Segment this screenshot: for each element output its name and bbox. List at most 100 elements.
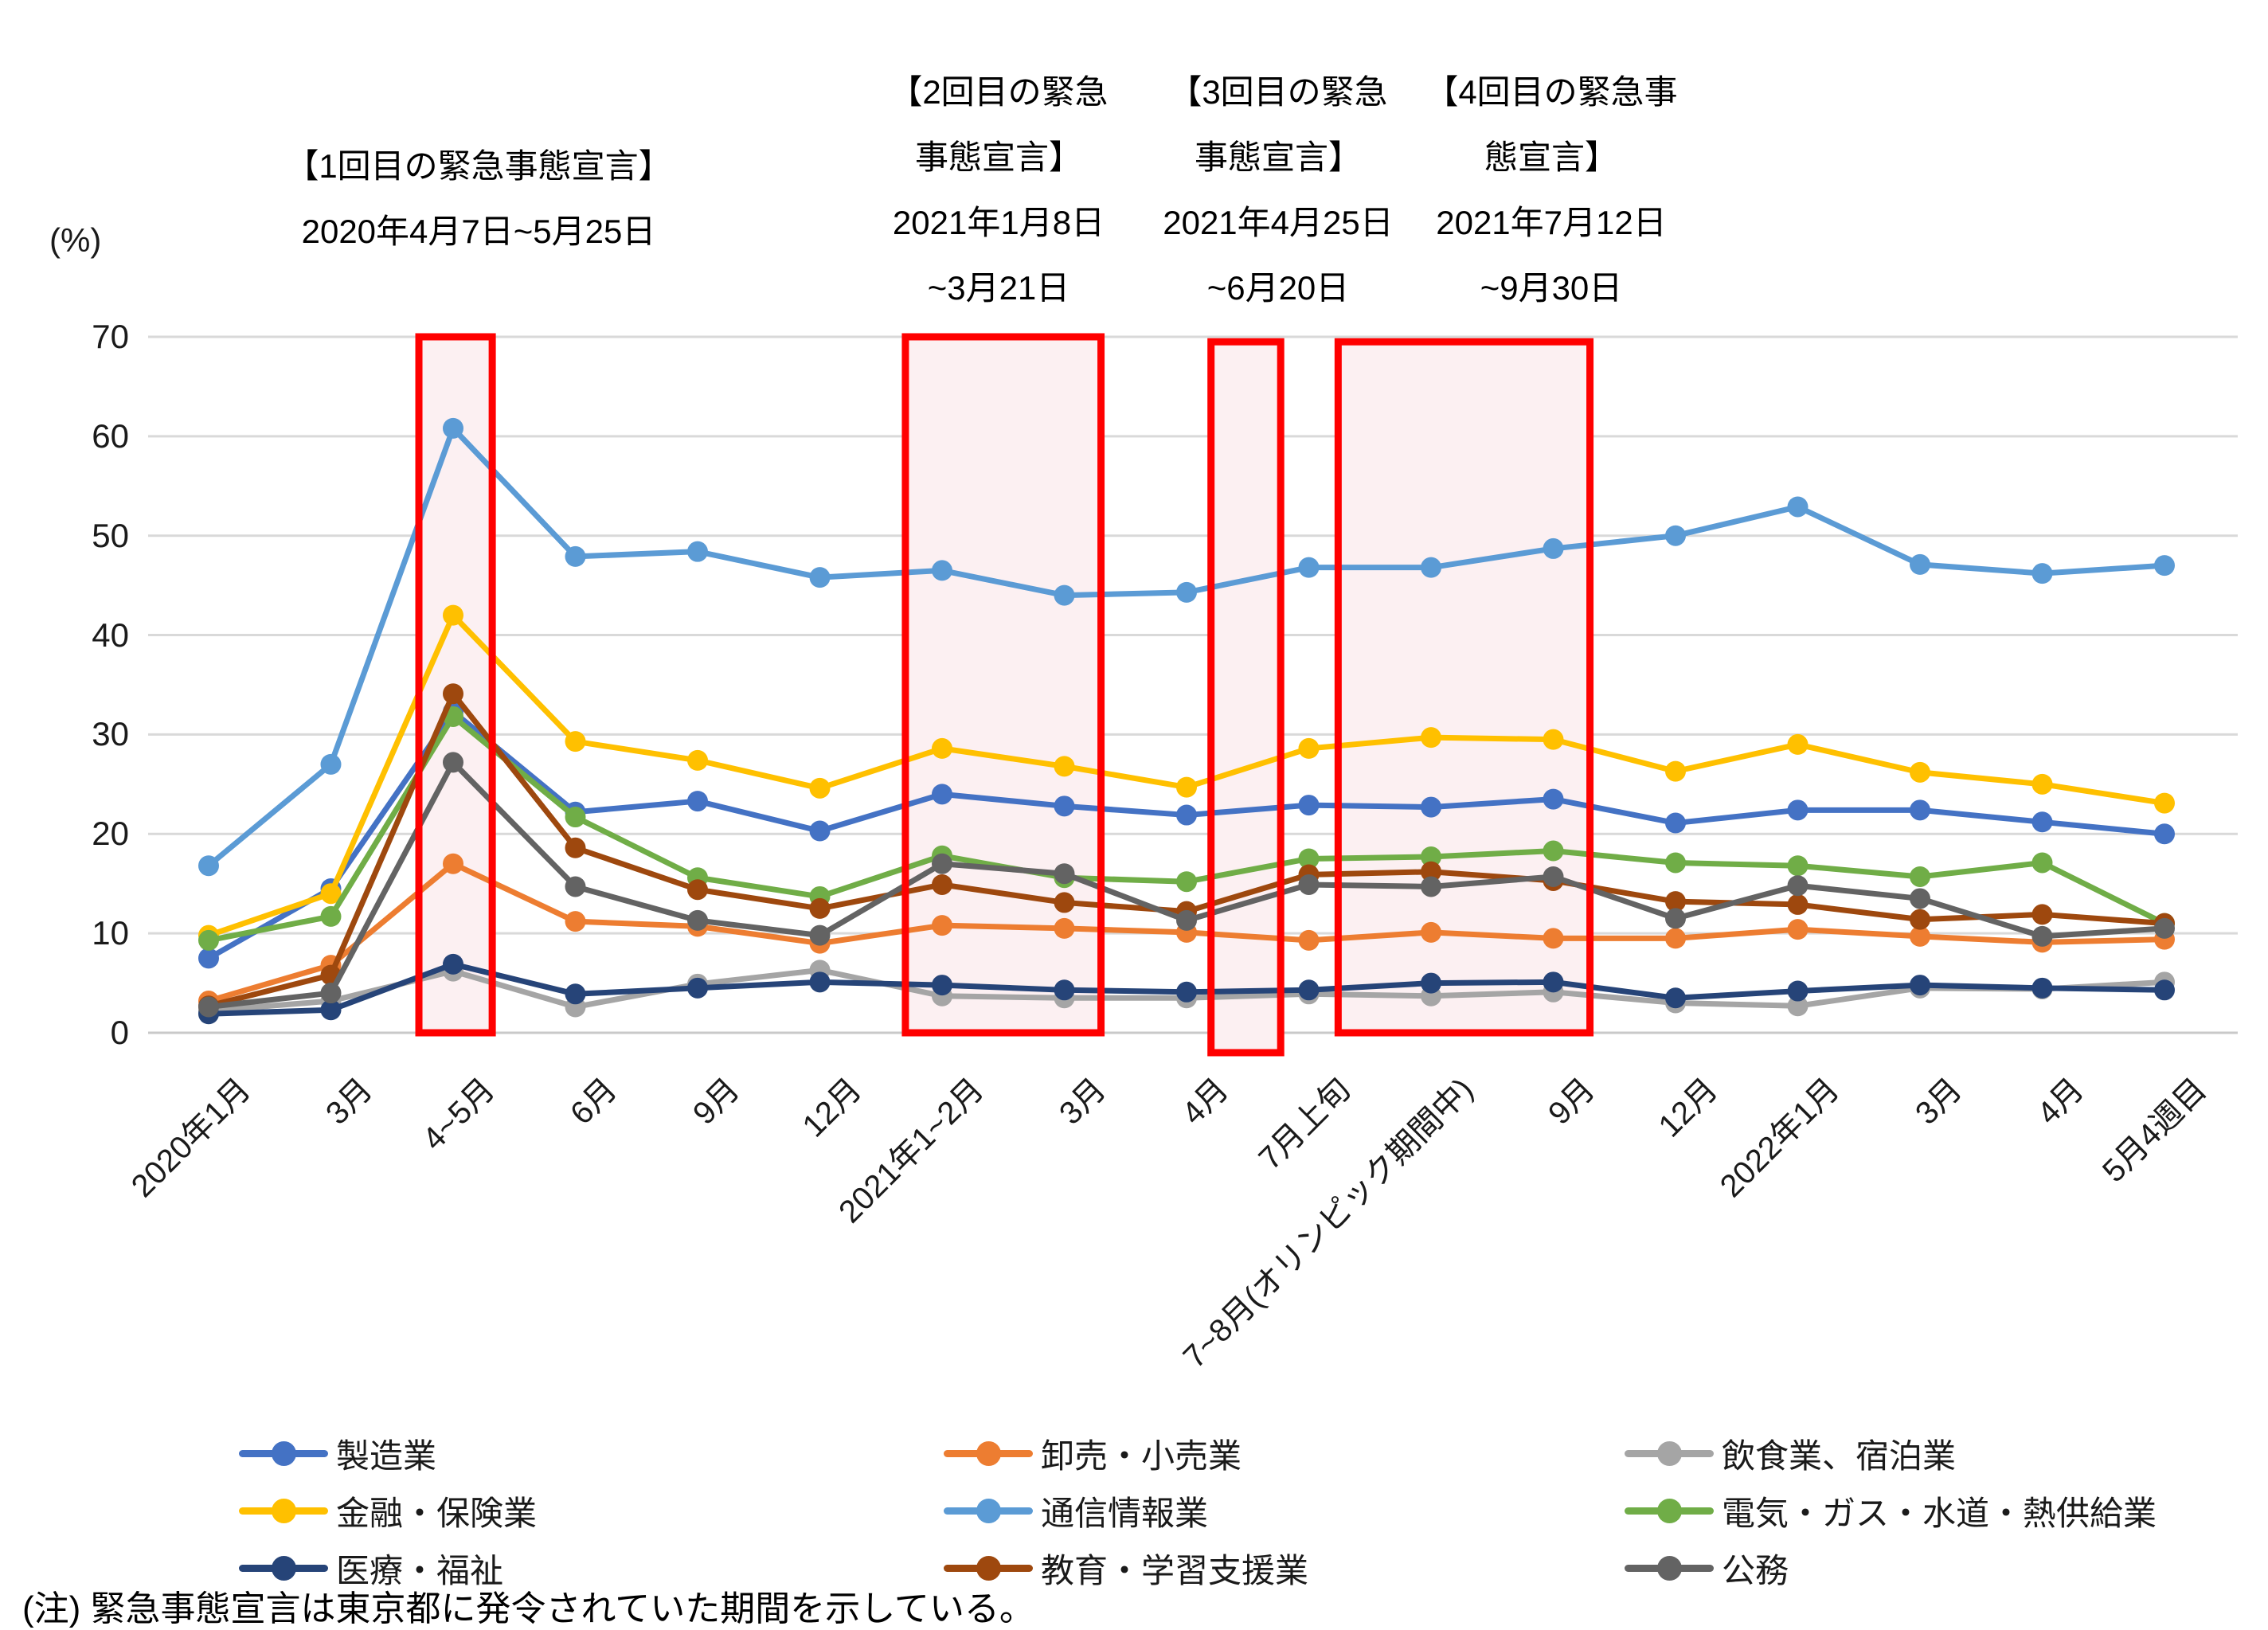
series-point-manufacturing — [1787, 799, 1809, 821]
series-point-education-support — [687, 879, 708, 901]
series-point-manufacturing — [2154, 823, 2175, 845]
y-tick-label-50: 50 — [92, 516, 129, 554]
series-point-education-support — [2031, 904, 2053, 925]
legend-item-public-service: 公務 — [1625, 1546, 1789, 1590]
series-point-finance-insurance — [1910, 761, 1930, 783]
y-tick-label-0: 0 — [110, 1014, 129, 1051]
series-point-public-service — [1543, 866, 1564, 887]
series-point-education-support — [1665, 891, 1686, 913]
annotation-line: 【2回目の緊急 — [889, 73, 1109, 111]
series-point-public-service — [565, 876, 586, 897]
legend-label: 製造業 — [336, 1437, 437, 1475]
series-point-finance-insurance — [1054, 756, 1075, 777]
series-line-info-communication — [205, 425, 2168, 869]
series-point-utilities — [1910, 866, 1930, 887]
legend-dot — [976, 1441, 1001, 1466]
series-point-manufacturing — [1665, 812, 1686, 834]
emergency-3-fill — [1210, 342, 1281, 1053]
series-point-public-service — [1298, 874, 1320, 895]
series-point-utilities — [1176, 871, 1197, 893]
legend-dot — [1657, 1441, 1682, 1466]
series-point-public-service — [1421, 876, 1441, 897]
legend-item-utilities: 電気・ガス・水道・熱供給業 — [1625, 1488, 2157, 1533]
legend-label: 金融・保険業 — [336, 1494, 538, 1532]
series-point-education-support — [1421, 861, 1441, 882]
series-point-finance-insurance — [809, 777, 831, 799]
emergency-3-border — [1207, 338, 1285, 1057]
series-point-finance-insurance — [1176, 776, 1197, 798]
legend-marker-icon — [1625, 1488, 1714, 1533]
series-point-utilities — [320, 905, 342, 927]
series-point-manufacturing — [809, 820, 831, 842]
series-point-finance-insurance — [565, 731, 586, 752]
annotation-line: ~3月21日 — [927, 269, 1070, 307]
emergency-declaration-annotation-4: 【4回目の緊急事 態宣言】 2021年7月12日 ~9月30日 — [1296, 60, 1806, 321]
annotation-line: 2020年4月7日~5月25日 — [301, 213, 656, 250]
legend-dot — [1657, 1556, 1682, 1581]
series-point-utilities — [1421, 846, 1441, 867]
series-point-medical-welfare — [1665, 987, 1686, 1009]
legend-item-finance-insurance: 金融・保険業 — [239, 1488, 537, 1533]
series-point-public-service — [809, 924, 831, 946]
series-point-manufacturing — [1298, 795, 1320, 816]
series-point-wholesale-retail — [1787, 919, 1809, 940]
series-point-public-service — [687, 909, 708, 931]
legend-item-education-support: 教育・学習支援業 — [944, 1546, 1308, 1590]
series-point-public-service — [198, 996, 219, 1018]
series-point-utilities — [1543, 840, 1564, 862]
series-point-medical-welfare — [687, 977, 708, 999]
series-point-medical-welfare — [1787, 980, 1809, 1002]
emergency-2-border — [901, 333, 1105, 1037]
annotation-line: ~6月20日 — [1206, 269, 1350, 307]
series-point-finance-insurance — [1787, 733, 1809, 755]
series-point-medical-welfare — [565, 983, 586, 1005]
emergency-4-border — [1334, 338, 1594, 1037]
series-point-info-communication — [565, 545, 586, 567]
legend-dot — [272, 1441, 296, 1466]
legend-dot — [976, 1499, 1001, 1523]
series-point-manufacturing — [1543, 788, 1564, 810]
series-point-public-service — [1910, 888, 1930, 909]
series-point-wholesale-retail — [932, 915, 952, 936]
series-point-utilities — [2031, 852, 2053, 874]
series-point-education-support — [1787, 893, 1809, 915]
series-point-manufacturing — [198, 948, 219, 969]
y-axis-unit-label: (%) — [49, 221, 102, 259]
annotation-line: 2021年4月25日 — [1163, 204, 1394, 241]
series-point-info-communication — [932, 560, 952, 581]
series-point-public-service — [1665, 908, 1686, 929]
series-point-medical-welfare — [2154, 979, 2175, 1001]
series-point-info-communication — [1298, 557, 1320, 578]
annotation-line: 事態宣言】 — [1194, 139, 1362, 176]
series-point-info-communication — [320, 753, 342, 775]
series-point-medical-welfare — [1176, 981, 1197, 1003]
legend-label: 教育・学習支援業 — [1041, 1551, 1309, 1589]
series-point-finance-insurance — [1421, 727, 1441, 749]
legend-marker-icon — [239, 1431, 328, 1476]
series-point-public-service — [1787, 875, 1809, 897]
series-point-wholesale-retail — [1054, 917, 1075, 939]
series-point-education-support — [565, 837, 586, 858]
emergency-declaration-annotation-1: 【1回目の緊急事態宣言】 2020年4月7日~5月25日 — [224, 134, 733, 264]
series-point-public-service — [932, 853, 952, 874]
series-point-public-service — [2154, 917, 2175, 939]
annotation-line: 事態宣言】 — [914, 139, 1082, 176]
legend-marker-icon — [944, 1431, 1033, 1476]
series-point-medical-welfare — [1054, 979, 1075, 1001]
y-tick-label-60: 60 — [92, 416, 129, 455]
annotation-line: 2021年1月8日 — [892, 204, 1105, 241]
emergency-1-border — [415, 333, 496, 1037]
series-point-info-communication — [809, 567, 831, 588]
series-point-info-communication — [1910, 553, 1930, 575]
legend-marker-icon — [944, 1546, 1033, 1590]
series-point-finance-insurance — [2154, 792, 2175, 814]
y-tick-label-20: 20 — [92, 815, 129, 853]
series-point-public-service — [1054, 863, 1075, 885]
legend-label: 飲食業、宿泊業 — [1722, 1437, 1957, 1475]
series-point-medical-welfare — [1910, 975, 1930, 996]
series-point-info-communication — [198, 855, 219, 877]
emergency-declaration-annotation-2: 【2回目の緊急 事態宣言】 2021年1月8日 ~3月21日 — [744, 60, 1253, 321]
legend-marker-icon — [1625, 1546, 1714, 1590]
